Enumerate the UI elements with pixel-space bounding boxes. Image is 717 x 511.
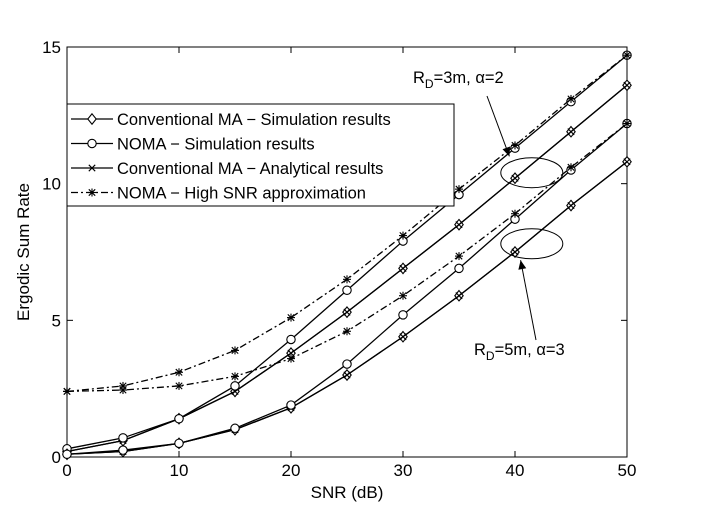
x-axis-label: SNR (dB) [311, 483, 384, 502]
data-point [230, 381, 240, 391]
legend-label: NOMA − High SNR approximation [117, 185, 366, 203]
data-point [454, 263, 464, 274]
plot-frame [66, 46, 628, 458]
data-point [175, 381, 183, 390]
y-axis-label: Ergodic Sum Rate [14, 183, 33, 321]
data-point [567, 94, 575, 103]
y-tick-label: 5 [52, 311, 61, 330]
legend-entry: NOMA − Simulation results [71, 136, 315, 154]
data-point [342, 359, 352, 369]
data-point [287, 354, 295, 363]
legend-marker [88, 164, 96, 172]
data-point [175, 368, 183, 377]
legend: Conventional MA − Simulation results NOMA… [66, 103, 455, 207]
data-point [287, 349, 295, 357]
data-point [399, 264, 407, 272]
data-point [118, 445, 128, 455]
y-tick-label: 0 [52, 448, 61, 467]
data-point [567, 163, 575, 172]
annotation-label-rd3: RD=3m, α=2 [413, 69, 504, 91]
legend-marker [88, 188, 96, 197]
data-point [174, 413, 184, 424]
legend-label: Conventional MA − Simulation results [117, 111, 391, 129]
data-point [231, 372, 239, 381]
legend-entry: Conventional MA − Simulation results [71, 111, 391, 129]
data-point [231, 346, 239, 355]
data-point [567, 128, 575, 136]
data-point [511, 248, 519, 256]
annotation-arrowhead-rd5 [518, 260, 527, 270]
legend-entry: Conventional MA − Analytical results [71, 160, 383, 178]
legend-entry: NOMA − High SNR approximation [71, 185, 366, 203]
x-tick-label: 30 [394, 461, 413, 480]
data-point [119, 386, 127, 395]
y-tick-label: 15 [42, 38, 61, 57]
data-point [63, 387, 71, 396]
annotations: RD=3m, α=2 RD=5m, α=3 [413, 69, 565, 363]
plot-area-border [66, 46, 628, 458]
axis-ticks: 0 10 20 30 40 50 0 5 10 15 [42, 38, 636, 480]
legend-label: NOMA − Simulation results [117, 136, 315, 154]
data-point [623, 158, 631, 166]
data-point [511, 141, 519, 150]
data-point [511, 174, 519, 182]
y-tick-label: 10 [42, 175, 61, 194]
x-tick-label: 50 [618, 461, 637, 480]
data-point [455, 292, 463, 300]
annotation-label-rd5: RD=5m, α=3 [474, 341, 565, 363]
x-tick-label: 0 [62, 461, 71, 480]
x-tick-label: 20 [282, 461, 301, 480]
annotation-ellipse-rd5 [500, 228, 564, 260]
series-rd5-star [63, 119, 631, 396]
data-point [343, 327, 351, 336]
data-point [455, 185, 463, 194]
data-point [399, 291, 407, 300]
x-tick-label: 10 [170, 461, 189, 480]
data-point [343, 275, 351, 284]
legend-box [66, 103, 455, 207]
data-point [343, 308, 351, 316]
data-point [118, 433, 128, 443]
annotation-arrowhead-rd3 [502, 146, 511, 157]
series-layer [62, 50, 632, 461]
data-point [286, 400, 296, 410]
data-point [343, 371, 351, 379]
series-rd3-circle [62, 50, 632, 454]
data-point [286, 334, 296, 345]
legend-marker [87, 112, 97, 126]
data-point [511, 209, 519, 218]
data-point [399, 231, 407, 240]
data-point [623, 81, 631, 89]
data-point [455, 252, 463, 261]
legend-label: Conventional MA − Analytical results [117, 160, 383, 178]
data-point [230, 423, 240, 434]
series-rd5-circle [62, 118, 632, 460]
data-point [455, 221, 463, 229]
data-point [399, 333, 407, 341]
data-point [62, 449, 72, 460]
legend-marker [87, 138, 97, 149]
annotation-arrow-rd3 [486, 95, 510, 157]
x-tick-label: 40 [506, 461, 525, 480]
data-point [287, 313, 295, 322]
data-point [567, 201, 575, 210]
data-point [398, 310, 408, 320]
data-point [623, 119, 631, 128]
data-point [342, 285, 352, 296]
annotation-ellipse-rd3 [500, 157, 564, 189]
annotation-arrow-rd5 [520, 260, 537, 341]
data-point [623, 51, 631, 60]
data-point [174, 438, 184, 449]
